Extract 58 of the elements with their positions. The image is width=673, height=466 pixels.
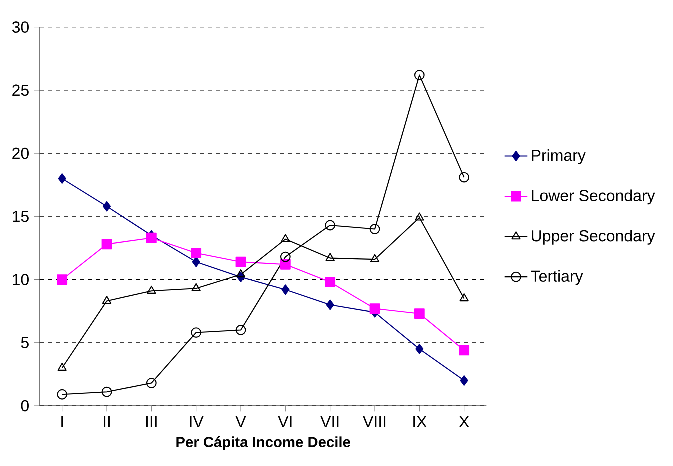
point [58, 362, 67, 371]
point [236, 325, 246, 336]
point [58, 174, 66, 184]
point [236, 270, 246, 278]
point [147, 286, 156, 294]
x-tick-label: IX [414, 416, 427, 428]
legend-label: Lower Secondary [532, 190, 656, 205]
x-axis-title: Per Cápita Income Decile [176, 436, 350, 450]
x-tick-label: I [62, 416, 64, 428]
point [325, 277, 336, 288]
x-tick-label: II [104, 416, 110, 428]
point [415, 212, 424, 221]
point [370, 254, 380, 262]
x-tick-label: V [236, 416, 246, 428]
y-tick-label: 20 [12, 148, 29, 160]
point [459, 345, 470, 356]
y-tick-label: 10 [13, 274, 29, 286]
point [280, 259, 291, 270]
point [102, 239, 112, 250]
point [57, 389, 68, 400]
point [326, 253, 335, 262]
point [102, 201, 112, 212]
point [370, 304, 380, 314]
point [460, 294, 469, 302]
point [192, 283, 201, 292]
point [146, 378, 157, 388]
legend-label: Tertiary [531, 270, 584, 286]
point [281, 234, 290, 242]
point [459, 172, 470, 183]
point [416, 344, 424, 354]
y-tick-label: 5 [21, 337, 29, 348]
point [460, 376, 468, 386]
point [414, 70, 425, 80]
y-tick-label: 15 [13, 211, 29, 222]
x-tick-label: IV [190, 416, 204, 428]
y-tick-label: 25 [12, 84, 29, 96]
x-tick-label: VIII [363, 416, 386, 428]
point [414, 308, 425, 320]
x-tick-label: X [459, 416, 470, 428]
y-tick-label: 0 [21, 400, 29, 412]
y-tick-label: 30 [12, 22, 29, 33]
point [102, 296, 112, 304]
x-tick-label: III [146, 416, 157, 428]
point [191, 248, 202, 258]
legend-label: Upper Secondary [532, 230, 656, 245]
point [236, 256, 246, 268]
point [326, 300, 334, 310]
point [57, 274, 68, 285]
point [282, 284, 290, 296]
point [280, 252, 291, 262]
x-tick-label: VII [320, 416, 339, 428]
point [146, 232, 157, 244]
point [102, 386, 112, 398]
point [191, 328, 202, 338]
legend-label: Primary [532, 149, 586, 164]
point [325, 220, 336, 231]
point [370, 224, 380, 234]
x-tick-label: VI [278, 416, 292, 428]
